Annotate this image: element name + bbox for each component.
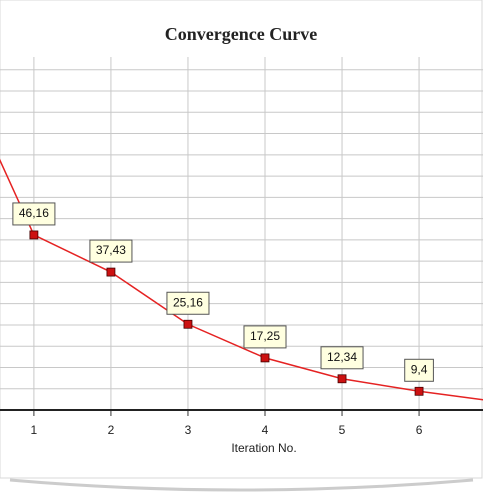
- data-label-box: [243, 325, 287, 349]
- data-label: 25,16: [173, 295, 203, 309]
- data-label: 9,4: [411, 362, 428, 376]
- data-label: 37,43: [96, 243, 126, 257]
- data-label-box: [404, 358, 434, 382]
- chart-frame: [0, 0, 483, 479]
- x-tick-label: 2: [108, 423, 115, 437]
- data-label-box: [320, 346, 364, 370]
- marker: [337, 374, 347, 384]
- data-label-box: [89, 239, 133, 263]
- data-label-box: [166, 291, 210, 315]
- x-tick-label: 6: [416, 423, 423, 437]
- data-labels: 46,16 37,43 25,16 17,25 12,34 9,4: [12, 202, 434, 382]
- series-line: [0, 158, 483, 401]
- data-label: 46,16: [19, 206, 49, 220]
- plot-area: [0, 158, 483, 401]
- x-tick-label: 5: [339, 423, 346, 437]
- frame-shadow: [9, 478, 474, 492]
- x-tick-label: 4: [262, 423, 269, 437]
- data-label: 17,25: [250, 329, 280, 343]
- marker: [414, 386, 424, 396]
- marker: [106, 267, 116, 277]
- data-label: 12,34: [327, 350, 357, 364]
- x-tick-label: 3: [185, 423, 192, 437]
- x-tick-label: 1: [31, 423, 38, 437]
- chart-title: Convergence Curve: [165, 24, 317, 44]
- marker: [260, 353, 270, 363]
- marker: [183, 319, 193, 329]
- x-axis-label: Iteration No.: [231, 441, 296, 455]
- data-label-box: [12, 202, 56, 226]
- marker: [29, 230, 39, 240]
